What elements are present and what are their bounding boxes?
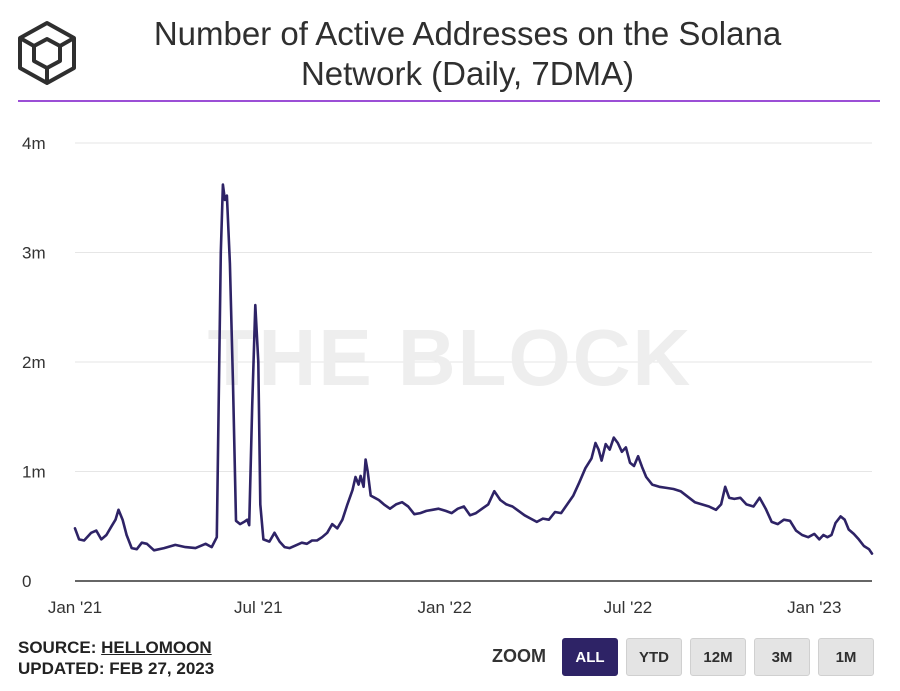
y-tick-label: 3m <box>22 244 46 263</box>
y-tick-label: 1m <box>22 463 46 482</box>
zoom-label: ZOOM <box>492 646 546 666</box>
y-tick-label: 2m <box>22 353 46 372</box>
zoom-3m-button[interactable]: 3M <box>754 638 810 676</box>
y-tick-label: 4m <box>22 134 46 153</box>
source-info: SOURCE: HELLOMOON UPDATED: FEB 27, 2023 <box>18 637 214 679</box>
watermark: THE BLOCK <box>208 313 693 402</box>
zoom-ytd-button[interactable]: YTD <box>626 638 682 676</box>
x-tick-label: Jul '21 <box>234 598 283 617</box>
x-tick-label: Jan '22 <box>417 598 471 617</box>
x-tick-label: Jan '23 <box>787 598 841 617</box>
chart-title: Number of Active Addresses on the Solana… <box>153 15 782 92</box>
source-label: SOURCE: <box>18 638 97 657</box>
zoom-1m-button[interactable]: 1M <box>818 638 874 676</box>
source-link[interactable]: HELLOMOON <box>101 638 212 657</box>
zoom-all-button[interactable]: ALL <box>562 638 618 676</box>
grid-lines <box>75 142 872 472</box>
title-divider <box>18 100 880 102</box>
series-line <box>73 183 874 555</box>
x-tick-label: Jan '21 <box>48 598 102 617</box>
zoom-12m-button[interactable]: 12M <box>690 638 746 676</box>
y-axis-labels: 0 1m 2m 3m 4m <box>22 134 46 591</box>
x-axis-labels: Jan '21 Jul '21 Jan '22 Jul '22 Jan '23 <box>48 598 842 617</box>
y-tick-label: 0 <box>22 572 31 591</box>
updated-date: UPDATED: FEB 27, 2023 <box>18 659 215 678</box>
the-block-cube-logo-icon <box>18 21 76 85</box>
x-tick-label: Jul '22 <box>604 598 653 617</box>
